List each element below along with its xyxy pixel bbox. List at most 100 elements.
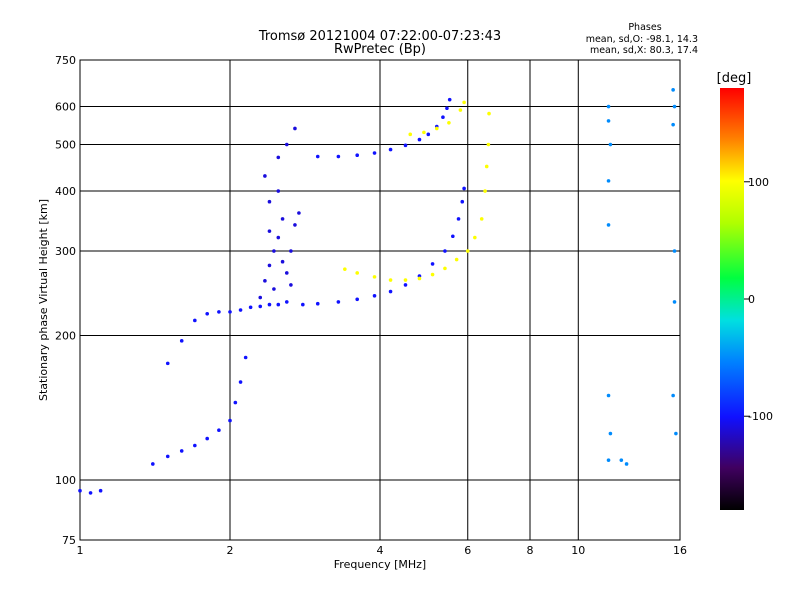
data-point — [193, 443, 197, 448]
y-tick-label: 400 — [55, 185, 76, 198]
data-point — [179, 339, 184, 343]
colorbar-tick-label: -100 — [748, 410, 773, 423]
y-tick-label: 200 — [55, 330, 76, 343]
data-point — [78, 488, 82, 493]
data-point — [293, 223, 297, 227]
data-point — [487, 111, 491, 116]
x-tick-label: 16 — [673, 544, 687, 557]
data-point — [403, 283, 408, 287]
data-point — [88, 491, 93, 495]
stats-heading: Phases — [628, 22, 661, 33]
y-axis-label: Stationary phase Virtual Height [km] — [37, 199, 50, 401]
data-point — [355, 297, 359, 302]
data-point — [372, 151, 377, 155]
data-point — [272, 249, 276, 253]
data-point — [284, 300, 289, 304]
data-point — [447, 120, 451, 125]
data-point — [456, 217, 461, 221]
data-point — [343, 267, 347, 271]
data-point — [258, 295, 263, 300]
data-point — [228, 310, 232, 314]
data-point — [430, 262, 435, 266]
data-point — [484, 164, 489, 169]
data-point — [465, 249, 470, 253]
data-point — [408, 132, 413, 137]
data-point — [297, 211, 301, 215]
data-points — [78, 88, 678, 495]
data-point — [606, 119, 611, 123]
data-point — [483, 189, 487, 193]
data-point — [238, 380, 243, 384]
data-point — [233, 400, 238, 405]
data-point — [272, 287, 276, 291]
right-edge-points — [606, 88, 678, 466]
data-point — [193, 318, 197, 323]
axis-ticks: 1 2 4 6 8 10 16 75 100 200 300 400 500 600 750 — [55, 54, 687, 557]
data-point — [355, 271, 359, 275]
y-tick-label: 600 — [55, 101, 76, 114]
data-point — [388, 278, 393, 282]
data-point — [434, 126, 439, 131]
data-point — [671, 393, 675, 398]
stats-line-o: mean, sd,O: -98.1, 14.3 — [586, 34, 698, 45]
data-point — [462, 100, 466, 105]
data-point — [372, 275, 377, 279]
data-point — [243, 355, 248, 360]
data-point — [263, 174, 267, 178]
data-point — [301, 302, 305, 307]
y-tick-label: 100 — [55, 474, 76, 487]
colorbar-tick-label: 0 — [748, 293, 755, 306]
data-point — [606, 458, 611, 462]
data-point — [458, 108, 463, 112]
data-point — [422, 130, 426, 135]
data-point — [447, 97, 452, 102]
data-point — [619, 458, 624, 462]
x-tick-label: 1 — [77, 544, 84, 557]
x-F-trace — [343, 111, 491, 282]
data-point — [430, 272, 435, 277]
data-point — [267, 263, 272, 268]
x-tick-label: 8 — [527, 544, 534, 557]
x-tick-label: 6 — [464, 544, 471, 557]
data-point — [426, 132, 431, 137]
data-point — [443, 249, 447, 253]
data-point — [388, 147, 393, 152]
low-trace — [78, 355, 248, 495]
data-point — [280, 217, 285, 221]
data-point — [276, 235, 281, 240]
x-F2-trace — [408, 100, 466, 137]
data-point — [284, 142, 289, 147]
y-tick-label: 300 — [55, 245, 76, 258]
data-point — [267, 302, 272, 307]
data-point — [372, 293, 377, 298]
x-tick-label: 2 — [227, 544, 234, 557]
data-point — [284, 271, 289, 275]
chart-subtitle: RwPretec (Bp) — [334, 42, 426, 57]
data-point — [403, 278, 408, 282]
y-tick-label: 750 — [55, 54, 76, 67]
data-point — [606, 223, 611, 227]
data-point — [280, 259, 285, 264]
data-point — [276, 189, 281, 193]
data-point — [606, 179, 611, 183]
data-point — [445, 106, 449, 111]
data-point — [606, 393, 611, 398]
data-point — [293, 126, 297, 131]
data-point — [276, 302, 281, 307]
data-point — [606, 104, 611, 109]
data-point — [388, 289, 393, 294]
data-point — [443, 266, 447, 271]
data-point — [276, 155, 281, 160]
data-point — [355, 153, 359, 158]
data-point — [289, 283, 293, 287]
data-point — [671, 88, 675, 92]
y-tick-label: 75 — [62, 534, 76, 547]
data-point — [608, 142, 613, 147]
data-point — [205, 436, 209, 441]
data-point — [417, 276, 422, 281]
data-point — [267, 229, 272, 233]
data-point — [217, 428, 221, 433]
data-point — [315, 301, 320, 306]
data-point — [672, 300, 677, 304]
data-point — [151, 462, 155, 466]
